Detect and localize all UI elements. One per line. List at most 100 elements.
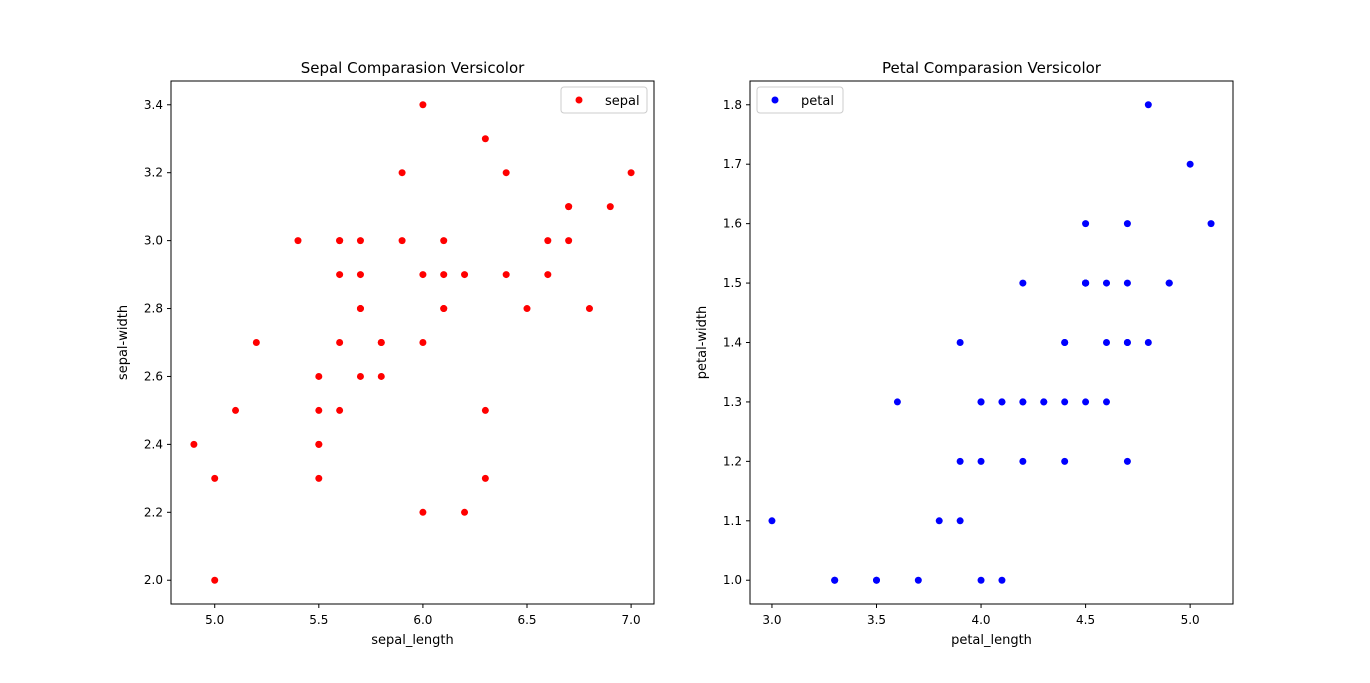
sepal-data-point xyxy=(461,508,469,516)
sepal-legend-box xyxy=(560,86,648,114)
petal-data-point xyxy=(1103,398,1110,406)
sepal-y-tick-label: 2.8 xyxy=(144,302,163,316)
sepal-data-point xyxy=(585,305,593,313)
petal-y-tick-label: 1.5 xyxy=(723,276,742,290)
sepal-y-axis-label: sepal-width xyxy=(116,305,131,380)
petal-data-point xyxy=(1123,339,1131,346)
petal-data-point xyxy=(977,398,985,406)
petal-data-point xyxy=(1019,457,1027,465)
petal-data-point xyxy=(1165,279,1173,287)
petal-y-axis-label: petal-width xyxy=(695,306,710,379)
petal-data-point xyxy=(1040,398,1048,406)
sepal-y-tick-label: 2.4 xyxy=(144,437,163,451)
sepal-data-point xyxy=(461,271,469,279)
petal-data-point xyxy=(956,457,964,465)
sepal-data-point xyxy=(481,135,489,143)
sepal-data-point xyxy=(627,169,635,177)
petal-data-point xyxy=(831,576,839,584)
sepal-data-point xyxy=(356,372,364,380)
petal-data-point xyxy=(1123,279,1131,287)
petal-data-point xyxy=(768,517,776,525)
sepal-x-axis-label: sepal_length xyxy=(371,633,454,648)
petal-y-tick-label: 1.6 xyxy=(723,217,742,231)
petal-y-tick-label: 1.2 xyxy=(723,454,742,468)
sepal-x-tick-label: 5.5 xyxy=(309,613,328,627)
sepal-data-point xyxy=(398,169,406,177)
sepal-data-point xyxy=(315,406,323,414)
sepal-data-point xyxy=(252,339,260,346)
sepal-x-tick-label: 5.0 xyxy=(205,613,224,627)
petal-x-tick-label: 4.0 xyxy=(971,613,990,627)
sepal-data-point xyxy=(294,237,302,245)
petal-x-tick-label: 5.0 xyxy=(1181,613,1200,627)
petal-legend-label: petal xyxy=(801,94,834,109)
sepal-data-point xyxy=(419,101,427,109)
petal-data-point xyxy=(956,517,964,525)
sepal-data-point xyxy=(440,305,448,313)
petal-data-point xyxy=(977,457,985,465)
petal-data-point xyxy=(1123,457,1131,465)
sepal-chart-title: Sepal Comparasion Versicolor xyxy=(301,59,525,77)
sepal-plot-frame xyxy=(170,80,655,605)
sepal-data-point xyxy=(336,271,344,279)
sepal-data-point xyxy=(315,474,323,482)
petal-data-point xyxy=(873,576,880,584)
sepal-data-point xyxy=(211,576,219,584)
petal-data-point xyxy=(1144,101,1152,109)
sepal-data-point xyxy=(419,271,427,279)
petal-data-point xyxy=(1103,339,1110,346)
sepal-y-tick-label: 2.0 xyxy=(144,573,163,587)
petal-legend-box xyxy=(756,86,844,114)
petal-data-point xyxy=(1061,457,1069,465)
petal-y-tick-label: 1.1 xyxy=(723,514,742,528)
sepal-data-point xyxy=(419,508,427,516)
sepal-y-tick-label: 3.0 xyxy=(144,234,163,248)
petal-data-point xyxy=(956,339,964,346)
petal-x-tick-label: 4.5 xyxy=(1076,613,1095,627)
sepal-legend-marker xyxy=(575,96,583,104)
sepal-data-point xyxy=(544,271,552,279)
petal-data-point xyxy=(977,576,985,584)
petal-data-point xyxy=(1019,279,1027,287)
sepal-data-point xyxy=(315,372,323,380)
petal-data-point xyxy=(1019,398,1027,406)
sepal-data-point xyxy=(606,203,614,211)
petal-y-tick-label: 1.0 xyxy=(723,573,742,587)
petal-y-tick-label: 1.8 xyxy=(723,98,742,112)
sepal-data-point xyxy=(377,339,385,346)
petal-data-point xyxy=(893,398,901,406)
petal-x-axis-label: petal_length xyxy=(951,633,1032,648)
sepal-data-point xyxy=(502,169,510,177)
sepal-data-point xyxy=(336,339,344,346)
sepal-data-point xyxy=(336,237,344,245)
petal-chart-title: Petal Comparasion Versicolor xyxy=(882,59,1102,77)
petal-y-tick-label: 1.4 xyxy=(723,336,742,350)
sepal-data-point xyxy=(356,305,364,313)
petal-data-point xyxy=(1103,279,1110,287)
sepal-data-point xyxy=(211,474,219,482)
petal-legend-marker xyxy=(771,96,779,104)
petal-data-point xyxy=(935,517,943,525)
sepal-data-point xyxy=(481,406,489,414)
sepal-data-point xyxy=(481,474,489,482)
petal-y-tick-label: 1.3 xyxy=(723,395,742,409)
sepal-data-point xyxy=(377,372,385,380)
petal-data-point xyxy=(1144,339,1152,346)
sepal-data-point xyxy=(398,237,406,245)
sepal-data-point xyxy=(419,339,427,346)
sepal-y-tick-label: 3.2 xyxy=(144,166,163,180)
sepal-data-point xyxy=(315,440,323,448)
sepal-y-tick-label: 2.2 xyxy=(144,505,163,519)
sepal-x-tick-label: 6.5 xyxy=(517,613,536,627)
petal-data-point xyxy=(1207,220,1215,228)
petal-data-point xyxy=(1082,279,1090,287)
petal-x-tick-label: 3.0 xyxy=(762,613,781,627)
sepal-data-point xyxy=(440,237,448,245)
sepal-chart: Sepal Comparasion Versicolor 5.0 5.5 6.0 6.5… xyxy=(116,59,655,648)
petal-data-point xyxy=(1082,220,1090,228)
petal-data-point xyxy=(1186,160,1194,168)
sepal-data-point xyxy=(190,440,198,448)
sepal-data-point xyxy=(565,237,573,245)
sepal-x-tick-label: 6.0 xyxy=(413,613,432,627)
